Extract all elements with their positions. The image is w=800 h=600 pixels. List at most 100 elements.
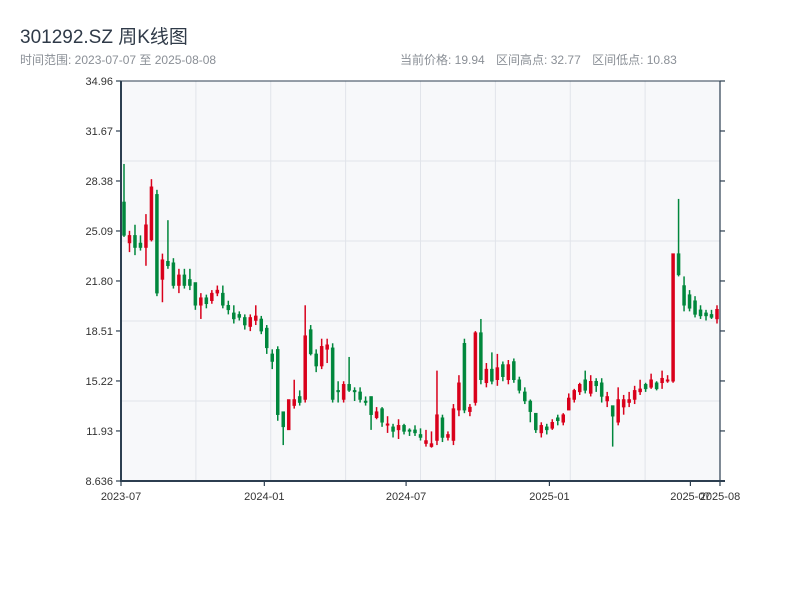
- candle: [687, 290, 692, 312]
- candle: [160, 253, 165, 303]
- candle: [127, 230, 132, 253]
- candle-body: [588, 381, 593, 394]
- candle: [292, 379, 296, 409]
- candle: [232, 305, 236, 324]
- candle: [204, 294, 209, 309]
- candle-body: [424, 440, 428, 444]
- candle: [594, 378, 598, 392]
- candle-body: [671, 253, 675, 382]
- candle: [440, 414, 445, 443]
- candle-body: [704, 312, 708, 317]
- candle-body: [363, 400, 368, 403]
- chart-title: 301292.SZ 周K线图: [20, 27, 188, 48]
- candle-body: [561, 414, 566, 423]
- candle-body: [517, 379, 522, 391]
- candle: [616, 387, 620, 426]
- candle-body: [506, 364, 511, 380]
- candle: [429, 431, 434, 448]
- candle-body: [122, 201, 126, 236]
- candle-body: [144, 224, 148, 248]
- candle: [188, 268, 192, 291]
- candle-body: [418, 434, 423, 438]
- candle-body: [303, 335, 307, 400]
- candle-body: [528, 400, 533, 412]
- candle: [138, 235, 143, 251]
- candle: [671, 253, 675, 383]
- candle-body: [583, 379, 587, 391]
- candle-body: [171, 262, 176, 286]
- candle-body: [567, 397, 571, 411]
- candle: [259, 315, 264, 335]
- candle: [177, 268, 181, 294]
- candle: [391, 423, 395, 438]
- candle-body: [402, 425, 406, 432]
- candle: [528, 399, 533, 423]
- candle-body: [440, 417, 445, 438]
- y-tick-label: 18.51: [85, 326, 113, 338]
- candle: [550, 419, 555, 430]
- candle-body: [715, 308, 719, 320]
- candle-body: [336, 390, 340, 393]
- candle: [682, 276, 686, 312]
- candle-body: [166, 260, 170, 267]
- candle: [495, 353, 500, 386]
- y-tick-label: 15.22: [85, 376, 113, 388]
- candle: [517, 376, 522, 394]
- candle: [506, 359, 511, 385]
- candle: [501, 361, 505, 382]
- candle-body: [682, 285, 686, 306]
- candle: [336, 381, 340, 403]
- candle-body: [232, 312, 236, 320]
- candle-body: [523, 391, 527, 402]
- candle: [588, 375, 593, 397]
- candle-body: [484, 368, 489, 384]
- candle-body: [237, 314, 242, 318]
- candle-body: [435, 414, 439, 441]
- candle: [638, 379, 642, 395]
- candle: [275, 346, 280, 421]
- candle: [341, 381, 346, 403]
- y-tick-label: 11.93: [86, 426, 113, 438]
- candle: [512, 358, 516, 383]
- candle-body: [556, 417, 560, 422]
- candle-body: [413, 429, 417, 434]
- candle: [171, 258, 176, 289]
- candle: [319, 338, 324, 370]
- candle: [479, 318, 483, 385]
- candle: [347, 356, 351, 392]
- y-tick-label: 28.38: [85, 176, 113, 188]
- candle: [380, 407, 384, 427]
- candle-body: [594, 381, 598, 387]
- candle-body: [512, 361, 516, 380]
- y-tick-label: 34.96: [85, 76, 113, 88]
- grid: [121, 81, 720, 481]
- candle-body: [545, 426, 549, 431]
- candle-body: [374, 411, 379, 418]
- axes: 34.96 31.67 28.38 25.09 21.80 18.51 15.22 11.93…: [85, 76, 740, 503]
- candle: [545, 423, 549, 435]
- candle-body: [352, 390, 357, 393]
- candle-body: [188, 279, 192, 286]
- candle-body: [193, 282, 198, 306]
- candle: [583, 370, 587, 394]
- candle: [407, 428, 412, 436]
- candle: [654, 381, 659, 391]
- y-tick-label: 31.67: [85, 126, 113, 138]
- candle-body: [479, 332, 483, 380]
- candle: [643, 382, 648, 392]
- candle-body: [385, 423, 390, 426]
- candle: [627, 391, 631, 408]
- candle-body: [275, 349, 280, 415]
- candle: [709, 309, 714, 319]
- candle: [660, 370, 664, 389]
- candle: [523, 387, 527, 405]
- candle: [490, 352, 494, 385]
- candle: [451, 404, 456, 446]
- candle: [281, 411, 285, 446]
- candle: [577, 382, 582, 395]
- candle-body: [550, 422, 555, 429]
- candle-body: [314, 353, 318, 367]
- x-tick-label: 2025-07: [670, 491, 710, 503]
- candle: [210, 290, 214, 304]
